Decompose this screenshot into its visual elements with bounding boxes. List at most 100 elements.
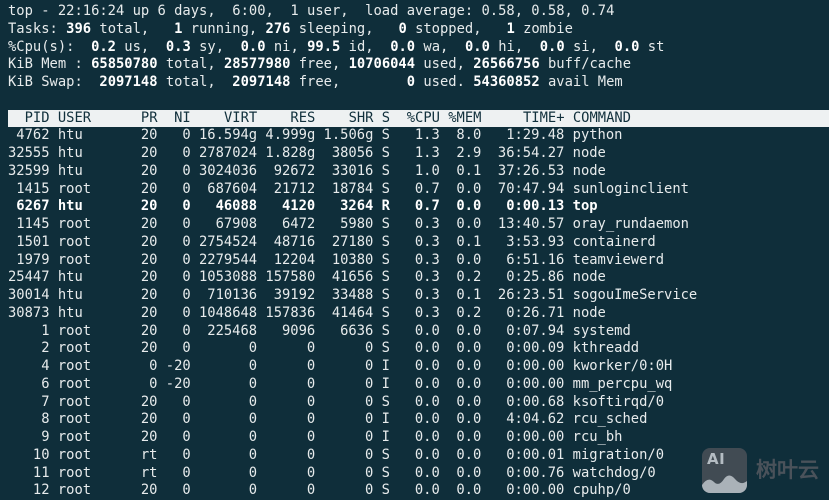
cell-mem: 0.0 bbox=[456, 393, 482, 410]
cell-time: 0:26.71 bbox=[506, 304, 565, 321]
cell-shr: 0 bbox=[365, 375, 374, 392]
cell-pr: rt bbox=[140, 446, 158, 463]
cell-pid: 30873 bbox=[8, 304, 50, 321]
cell-s: I bbox=[381, 429, 390, 445]
cell-user: root bbox=[57, 464, 92, 481]
summary-value: 10706044 bbox=[348, 56, 416, 73]
cell-time: 3:53.93 bbox=[506, 233, 565, 250]
cell-virt: 0 bbox=[248, 482, 258, 499]
cell-virt: 3024036 bbox=[198, 162, 258, 179]
cell-virt: 0 bbox=[248, 446, 258, 463]
cell-shr: 27180 bbox=[331, 233, 374, 250]
cell-command: teamviewerd bbox=[572, 251, 665, 268]
cell-time: 70:47.94 bbox=[497, 180, 565, 197]
summary-label: KiB Swap: bbox=[8, 74, 92, 90]
cell-command: migration/0 bbox=[572, 446, 665, 463]
cell-command: cpuhp/0 bbox=[572, 482, 631, 499]
cell-ni: 0 bbox=[182, 464, 191, 481]
cell-virt: 0 bbox=[248, 393, 258, 410]
cell-user: root bbox=[57, 340, 92, 357]
summary-value: 26566756 bbox=[473, 56, 540, 73]
summary-label: avail Mem bbox=[539, 74, 623, 90]
cell-mem: 0.0 bbox=[456, 482, 482, 499]
cell-shr: 10380 bbox=[331, 251, 374, 268]
process-row-8: 8 root 20 0 0 0 0 I 0.0 0.0 4:04.62 rcu_sched bbox=[8, 411, 829, 429]
cell-cpu: 0.0 bbox=[414, 358, 440, 374]
summary-label: si, bbox=[564, 38, 598, 55]
cell-res: 157580 bbox=[265, 269, 316, 286]
cell-virt: 1048648 bbox=[198, 304, 258, 321]
process-row-6: 6 root 0 -20 0 0 0 I 0.0 0.0 0:00.00 mm_percpu_wq bbox=[8, 376, 829, 394]
cell-command: rcu_bh bbox=[572, 429, 623, 445]
cell-pid: 32555 bbox=[8, 145, 50, 161]
cell-ni: 0 bbox=[182, 269, 191, 286]
cell-shr: 0 bbox=[365, 411, 374, 428]
cell-ni: 0 bbox=[182, 145, 191, 161]
cell-command: systemd bbox=[572, 322, 631, 339]
cell-user: htu bbox=[57, 162, 83, 179]
ai-logo-text: AI bbox=[707, 450, 726, 468]
cell-cpu: 0.0 bbox=[414, 446, 440, 463]
summary-value: 0 bbox=[398, 20, 407, 37]
cell-time: 0:00.00 bbox=[506, 375, 565, 392]
cell-ni: 0 bbox=[182, 180, 191, 197]
cell-time: 26:23.51 bbox=[497, 287, 565, 303]
cell-ni: -20 bbox=[165, 375, 191, 392]
cell-shr: 0 bbox=[365, 340, 374, 357]
cell-shr: 0 bbox=[365, 482, 374, 499]
cell-pid: 2 bbox=[41, 340, 50, 357]
cell-virt: 687604 bbox=[207, 180, 258, 197]
summary-value: 1 bbox=[174, 20, 183, 37]
cell-cpu: 0.3 bbox=[414, 304, 440, 321]
cell-mem: 0.0 bbox=[456, 375, 482, 392]
cell-mem: 0.0 bbox=[456, 216, 482, 232]
summary-label: zombie bbox=[514, 20, 573, 37]
cell-mem: 0.1 bbox=[456, 233, 482, 250]
cell-virt: 0 bbox=[248, 340, 258, 357]
cell-pid: 25447 bbox=[8, 269, 50, 286]
cell-user: htu bbox=[57, 198, 83, 215]
summary-label: buff/cache bbox=[539, 56, 632, 73]
cell-time: 6:51.16 bbox=[506, 251, 565, 268]
cell-time: 0:00.01 bbox=[506, 446, 565, 463]
summary-label: KiB Mem : bbox=[8, 56, 92, 73]
cell-shr: 0 bbox=[365, 446, 374, 463]
cell-user: htu bbox=[57, 304, 83, 321]
cell-command: node bbox=[572, 162, 606, 179]
cell-shr: 33016 bbox=[331, 162, 374, 179]
cell-mem: 0.0 bbox=[456, 358, 482, 374]
cell-command: watchdog/0 bbox=[572, 464, 656, 481]
cell-s: S bbox=[381, 340, 390, 357]
cell-pid: 12 bbox=[32, 482, 50, 499]
cell-pr: 20 bbox=[140, 340, 158, 357]
cell-pid: 7 bbox=[41, 393, 50, 410]
cell-user: root bbox=[57, 446, 92, 463]
cell-ni: 0 bbox=[182, 393, 191, 410]
cell-res: 157836 bbox=[265, 304, 316, 321]
cell-pid: 10 bbox=[32, 446, 50, 463]
cell-mem: 0.0 bbox=[456, 251, 482, 268]
cell-s: I bbox=[381, 375, 390, 392]
cell-mem: 0.0 bbox=[456, 411, 482, 428]
cell-command: node bbox=[572, 304, 606, 321]
summary-label: %Cpu(s): bbox=[8, 38, 75, 55]
blank-line bbox=[8, 92, 829, 110]
cell-pid: 11 bbox=[32, 464, 50, 481]
table-header-bar: PID USER PR NI VIRT RES SHR S %CPU %MEM … bbox=[8, 109, 829, 128]
cell-mem: 0.0 bbox=[456, 340, 482, 357]
summary-label: free, bbox=[290, 74, 349, 90]
cell-user: htu bbox=[57, 269, 83, 286]
process-row-25447: 25447 htu 20 0 1053088 157580 41656 S 0.3 0.2 0:25… bbox=[8, 269, 829, 287]
cell-pr: 20 bbox=[140, 411, 158, 428]
process-row-9: 9 root 20 0 0 0 0 I 0.0 0.0 0:00.00 rcu_bh bbox=[8, 429, 829, 447]
cell-s: S bbox=[381, 145, 390, 161]
cell-mem: 0.1 bbox=[456, 287, 482, 303]
cell-pid: 1501 bbox=[16, 233, 50, 250]
cell-s: S bbox=[381, 322, 390, 339]
cell-pid: 32599 bbox=[8, 162, 50, 179]
cell-pr: 20 bbox=[140, 251, 158, 268]
process-row-1979: 1979 root 20 0 2279544 12204 10380 S 0.3 0.0 6:51.… bbox=[8, 252, 829, 270]
cell-time: 0:00.68 bbox=[506, 393, 565, 410]
cell-cpu: 0.0 bbox=[414, 322, 440, 339]
